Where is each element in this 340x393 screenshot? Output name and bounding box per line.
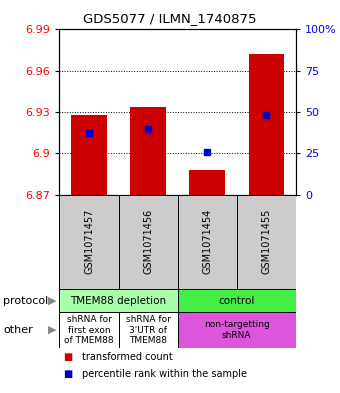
Text: GDS5077 / ILMN_1740875: GDS5077 / ILMN_1740875 bbox=[83, 12, 257, 25]
Text: ▶: ▶ bbox=[49, 296, 57, 306]
Bar bbox=[59, 289, 177, 312]
Bar bbox=[59, 195, 119, 289]
Text: percentile rank within the sample: percentile rank within the sample bbox=[82, 369, 246, 379]
Text: GSM1071454: GSM1071454 bbox=[202, 209, 212, 274]
Bar bbox=[130, 107, 166, 195]
Bar bbox=[177, 195, 237, 289]
Text: GSM1071457: GSM1071457 bbox=[84, 209, 94, 274]
Text: non-targetting
shRNA: non-targetting shRNA bbox=[204, 320, 270, 340]
Text: shRNA for
first exon
of TMEM88: shRNA for first exon of TMEM88 bbox=[64, 315, 114, 345]
Bar bbox=[59, 312, 119, 348]
Text: GSM1071455: GSM1071455 bbox=[261, 209, 271, 274]
Text: other: other bbox=[3, 325, 33, 335]
Text: transformed count: transformed count bbox=[82, 352, 172, 362]
Text: ▶: ▶ bbox=[49, 325, 57, 335]
Bar bbox=[237, 195, 296, 289]
Bar bbox=[177, 289, 296, 312]
Bar bbox=[177, 312, 296, 348]
Text: protocol: protocol bbox=[3, 296, 49, 306]
Bar bbox=[71, 115, 107, 195]
Bar bbox=[119, 312, 177, 348]
Text: control: control bbox=[219, 296, 255, 306]
Text: GSM1071456: GSM1071456 bbox=[143, 209, 153, 274]
Bar bbox=[119, 195, 177, 289]
Bar bbox=[249, 54, 284, 195]
Text: ■: ■ bbox=[63, 352, 72, 362]
Text: TMEM88 depletion: TMEM88 depletion bbox=[70, 296, 167, 306]
Text: ■: ■ bbox=[63, 369, 72, 379]
Bar bbox=[189, 170, 225, 195]
Text: shRNA for
3'UTR of
TMEM88: shRNA for 3'UTR of TMEM88 bbox=[126, 315, 171, 345]
